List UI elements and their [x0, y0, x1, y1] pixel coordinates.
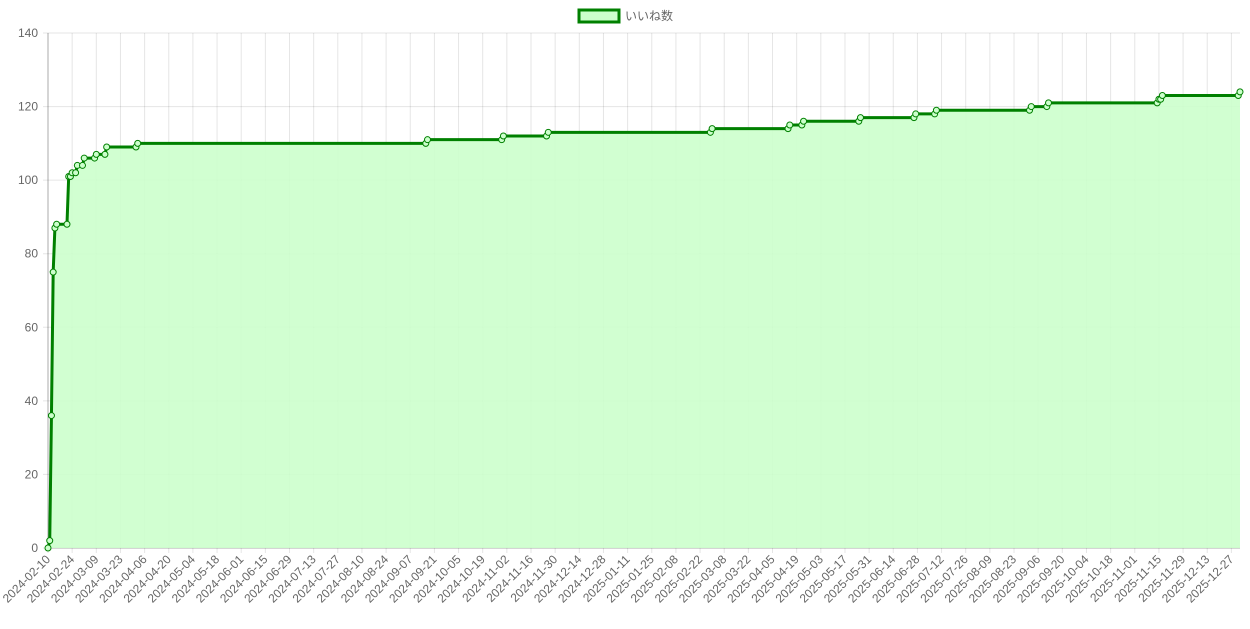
- point: [708, 125, 716, 133]
- point: [544, 128, 552, 136]
- point: [800, 117, 808, 125]
- point: [80, 154, 88, 162]
- y-tick-label: 0: [31, 541, 38, 555]
- point: [134, 139, 142, 147]
- point: [101, 150, 109, 158]
- y-tick-label: 20: [25, 467, 39, 481]
- point: [424, 136, 432, 144]
- point: [103, 143, 111, 151]
- point: [1027, 103, 1035, 111]
- point: [1045, 99, 1053, 107]
- point: [46, 537, 54, 545]
- point: [79, 161, 87, 169]
- point: [932, 106, 940, 114]
- y-tick-label: 60: [25, 320, 39, 334]
- point: [499, 132, 507, 140]
- legend-label: いいね数: [625, 8, 673, 23]
- y-tick-label: 140: [18, 26, 38, 40]
- y-tick-label: 100: [18, 173, 38, 187]
- y-tick-label: 40: [25, 394, 39, 408]
- point: [786, 121, 794, 129]
- point: [1158, 92, 1166, 100]
- legend-swatch: [577, 8, 621, 24]
- y-tick-label: 120: [18, 100, 38, 114]
- point: [92, 150, 100, 158]
- point: [912, 110, 920, 118]
- area: [48, 91, 1240, 549]
- point: [44, 544, 52, 552]
- y-tick-label: 80: [25, 247, 39, 261]
- point: [47, 412, 55, 420]
- point: [53, 220, 61, 228]
- point: [63, 220, 71, 228]
- point: [49, 268, 57, 276]
- point: [856, 114, 864, 122]
- point: [72, 169, 80, 177]
- point: [1236, 88, 1244, 96]
